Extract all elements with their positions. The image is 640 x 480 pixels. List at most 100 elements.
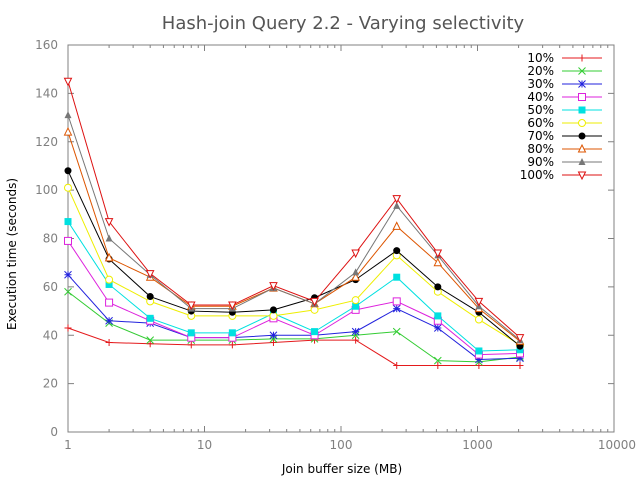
x-tick-label: 100 (330, 438, 353, 452)
data-point-20pct (392, 327, 401, 336)
legend-item-80pct: 80% (527, 142, 602, 156)
series-line-80pct (67, 131, 521, 342)
series-line-90pct (67, 114, 521, 341)
series-group (63, 77, 525, 369)
data-point-100pct (515, 334, 525, 343)
data-point-30pct (433, 324, 442, 332)
data-point-10pct (64, 324, 72, 332)
series-10pct (64, 324, 524, 369)
data-point-80pct (433, 257, 443, 267)
data-point-20pct (64, 287, 72, 296)
legend: 10%20%30%40%50%60%70%80%90%100% (520, 51, 602, 182)
data-point-30pct (351, 327, 360, 336)
axes: 0 20 40 60 80 100 120 140 160 1 10 100 1000 10000 (35, 38, 636, 452)
legend-marker (577, 171, 587, 181)
data-point-40pct (392, 297, 401, 306)
data-point-10pct (434, 361, 442, 369)
data-point-20pct (433, 356, 442, 365)
data-point-30pct (105, 316, 113, 325)
data-point-50pct (352, 302, 360, 310)
data-point-40pct (105, 298, 114, 307)
legend-marker (578, 93, 586, 101)
legend-item-30pct: 30% (527, 77, 602, 91)
legend-label: 50% (527, 103, 554, 117)
data-point-10pct (393, 361, 401, 369)
data-point-50pct (187, 329, 195, 337)
legend-marker (578, 132, 586, 140)
data-point-50pct (311, 328, 319, 336)
data-point-100pct (392, 195, 402, 204)
legend-label: 20% (527, 64, 554, 78)
legend-label: 40% (527, 90, 554, 104)
data-point-60pct (310, 305, 319, 314)
data-point-50pct (146, 314, 154, 322)
legend-marker (577, 143, 587, 153)
data-point-20pct (269, 335, 278, 343)
data-point-100pct (433, 249, 443, 259)
data-point-60pct (105, 275, 114, 284)
data-point-30pct (392, 304, 401, 313)
data-point-10pct (475, 361, 483, 369)
data-point-30pct (475, 355, 483, 364)
y-tick-label: 80 (43, 232, 58, 246)
legend-marker (578, 54, 586, 62)
data-point-10pct (352, 336, 360, 344)
data-point-50pct (516, 346, 524, 354)
x-tick-label: 10000 (598, 438, 636, 452)
series-60pct (64, 183, 524, 349)
data-point-80pct (63, 126, 73, 136)
legend-item-50pct: 50% (527, 103, 602, 117)
data-point-70pct (434, 283, 442, 291)
data-point-80pct (392, 221, 402, 230)
data-point-20pct (351, 331, 360, 340)
series-line-100pct (67, 81, 521, 339)
legend-item-90pct: 90% (527, 155, 602, 169)
data-point-100pct (474, 297, 484, 307)
data-point-10pct (146, 340, 154, 348)
data-point-10pct (187, 341, 195, 349)
legend-marker (578, 158, 586, 165)
series-100pct (63, 77, 525, 343)
legend-item-20pct: 20% (527, 64, 602, 78)
data-point-70pct (146, 293, 154, 301)
legend-label: 60% (527, 116, 554, 130)
y-axis-label: Execution time (seconds) (5, 178, 19, 330)
data-point-50pct (393, 273, 401, 281)
data-point-50pct (105, 280, 113, 288)
data-point-70pct (269, 306, 277, 314)
data-point-100pct (228, 301, 237, 311)
data-point-100pct (145, 270, 155, 279)
y-tick-label: 140 (35, 86, 58, 100)
y-tick-label: 40 (43, 328, 58, 342)
series-line-30pct (67, 274, 521, 360)
y-tick-label: 20 (43, 377, 58, 391)
y-tick-label: 60 (43, 280, 58, 294)
data-point-90pct (393, 201, 401, 209)
data-point-10pct (516, 361, 524, 369)
data-point-10pct (105, 339, 113, 347)
series-80pct (63, 126, 525, 345)
data-point-100pct (269, 282, 278, 291)
legend-marker (578, 67, 586, 75)
series-line-50pct (67, 221, 521, 352)
series-50pct (64, 218, 524, 355)
data-point-60pct (64, 183, 72, 192)
data-point-90pct (352, 268, 360, 276)
data-point-100pct (351, 249, 360, 259)
legend-label: 10% (527, 51, 554, 65)
data-point-80pct (351, 272, 360, 281)
data-point-30pct (516, 354, 524, 363)
x-tick-label: 1 (64, 438, 72, 452)
data-point-50pct (64, 218, 72, 226)
legend-marker (578, 119, 586, 127)
legend-marker (578, 80, 586, 88)
data-point-50pct (228, 329, 236, 337)
data-point-60pct (474, 315, 483, 324)
data-point-60pct (269, 311, 278, 320)
data-point-90pct (105, 234, 113, 242)
data-point-70pct (393, 247, 401, 255)
legend-item-40pct: 40% (527, 90, 602, 104)
legend-label: 100% (520, 168, 554, 182)
legend-marker (578, 106, 586, 114)
series-line-20pct (67, 291, 521, 363)
